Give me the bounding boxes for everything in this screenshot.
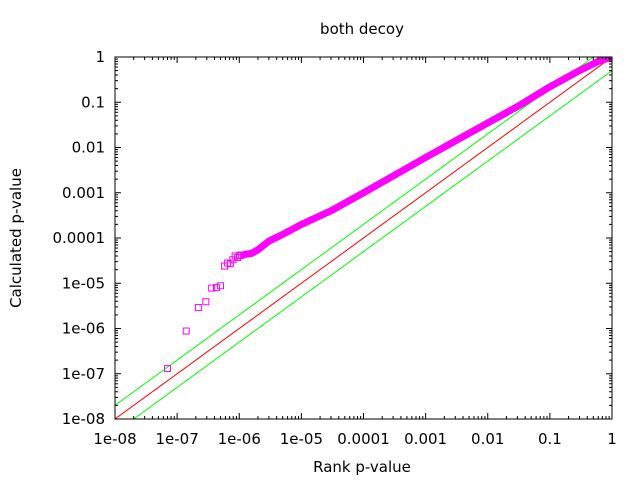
y-tick-label: 1e-07 xyxy=(62,365,105,383)
reference-line-0 xyxy=(115,57,595,406)
y-tick-label: 0.0001 xyxy=(53,229,106,247)
x-tick-label: 0.0001 xyxy=(337,430,390,448)
y-tick-label: 1 xyxy=(95,48,105,66)
x-tick-label: 1 xyxy=(607,430,617,448)
scatter-point-3 xyxy=(202,298,210,306)
y-tick-label: 0.001 xyxy=(62,184,105,202)
x-tick-label: 0.1 xyxy=(538,430,562,448)
y-tick-label: 0.1 xyxy=(81,93,105,111)
scatter-point-5 xyxy=(212,284,220,292)
scatter-point-0 xyxy=(164,365,172,373)
y-tick-label: 1e-05 xyxy=(62,274,105,292)
x-tick-label: 1e-07 xyxy=(155,430,198,448)
scatter-point-1 xyxy=(182,327,190,335)
y-tick-label: 1e-08 xyxy=(62,410,105,428)
reference-lines xyxy=(115,57,612,419)
x-tick-label: 1e-06 xyxy=(218,430,261,448)
x-axis-label: Rank p-value xyxy=(313,458,411,476)
x-tick-label: 0.01 xyxy=(471,430,504,448)
y-axis-label: Calculated p-value xyxy=(7,168,25,308)
x-tick-label: 1e-05 xyxy=(280,430,323,448)
y-tick-label: 0.01 xyxy=(72,139,105,157)
scatter-point-10 xyxy=(229,256,237,264)
scatter-point-12 xyxy=(234,254,242,262)
reference-line-2 xyxy=(132,70,612,419)
axes: 1e-08 1e-07 1e-06 1e-05 0.0001 0.001 0.01 0.1 1 1… xyxy=(53,48,617,448)
x-tick-label: 0.001 xyxy=(404,430,447,448)
data-points xyxy=(164,57,612,373)
reference-line-1 xyxy=(115,57,612,419)
y-tick-label: 1e-06 xyxy=(62,320,105,338)
dense-point-band xyxy=(240,57,612,259)
scatter-point-6 xyxy=(217,282,225,290)
scatter-point-4 xyxy=(208,284,216,292)
chart-title: both decoy xyxy=(320,20,404,38)
x-tick-label: 1e-08 xyxy=(93,430,136,448)
scatter-point-2 xyxy=(194,304,202,312)
